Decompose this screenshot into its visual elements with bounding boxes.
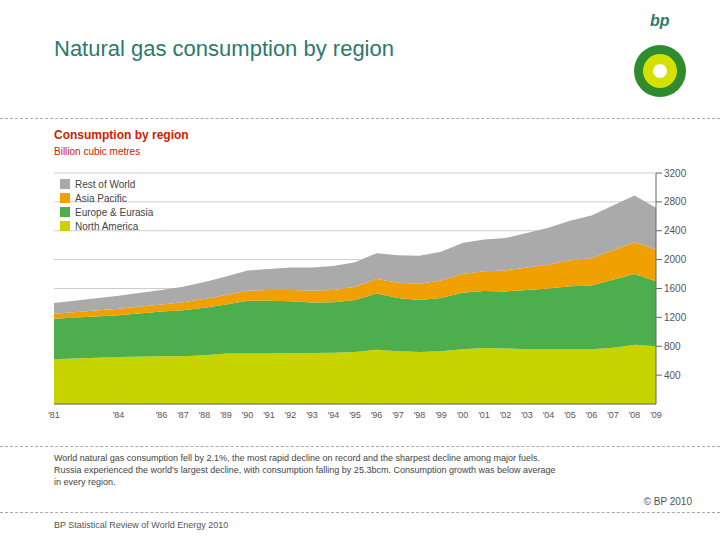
svg-text:3200: 3200 xyxy=(664,168,687,179)
html-text:Europe & Eurasia: Europe & Eurasia xyxy=(75,206,154,218)
svg-text:'91: '91 xyxy=(263,410,275,420)
html-text:BP Statistical Review of World: BP Statistical Review of World Energy 20… xyxy=(54,520,229,530)
html-text:© BP 2010: © BP 2010 xyxy=(643,496,692,507)
svg-text:'95: '95 xyxy=(349,410,361,420)
svg-text:'03: '03 xyxy=(521,410,533,420)
html-text:Natural gas consumption by reg: Natural gas consumption by region xyxy=(54,36,394,61)
svg-text:'92: '92 xyxy=(285,410,297,420)
svg-text:'81: '81 xyxy=(48,410,60,420)
svg-text:1200: 1200 xyxy=(664,312,687,323)
svg-text:'87: '87 xyxy=(177,410,189,420)
html-text:Consumption by region: Consumption by region xyxy=(54,128,189,142)
svg-text:'84: '84 xyxy=(113,410,125,420)
svg-text:'90: '90 xyxy=(242,410,254,420)
svg-text:'93: '93 xyxy=(306,410,318,420)
svg-text:'86: '86 xyxy=(156,410,168,420)
svg-text:'06: '06 xyxy=(586,410,598,420)
html-text:North America: North America xyxy=(75,220,139,232)
svg-text:'05: '05 xyxy=(564,410,576,420)
html-text:World natural gas consumption: World natural gas consumption fell by 2.… xyxy=(54,453,556,487)
svg-text:'02: '02 xyxy=(500,410,512,420)
svg-text:'89: '89 xyxy=(220,410,232,420)
svg-text:'00: '00 xyxy=(457,410,469,420)
svg-text:'07: '07 xyxy=(607,410,619,420)
html-text:Asia Pacific: Asia Pacific xyxy=(75,192,127,204)
svg-text:'96: '96 xyxy=(371,410,383,420)
svg-text:'08: '08 xyxy=(629,410,641,420)
svg-text:'97: '97 xyxy=(392,410,404,420)
svg-text:2800: 2800 xyxy=(664,196,687,207)
svg-text:'98: '98 xyxy=(414,410,426,420)
html-text:Rest of World: Rest of World xyxy=(75,178,136,190)
svg-text:'09: '09 xyxy=(650,410,662,420)
svg-text:'94: '94 xyxy=(328,410,340,420)
svg-text:1600: 1600 xyxy=(664,283,687,294)
svg-text:'04: '04 xyxy=(543,410,555,420)
svg-text:400: 400 xyxy=(664,370,681,381)
svg-text:800: 800 xyxy=(664,341,681,352)
html-text:bp: bp xyxy=(650,12,670,29)
svg-text:'01: '01 xyxy=(478,410,490,420)
svg-text:'99: '99 xyxy=(435,410,447,420)
svg-text:'88: '88 xyxy=(199,410,211,420)
svg-text:2000: 2000 xyxy=(664,254,687,265)
html-text:Billion cubic metres: Billion cubic metres xyxy=(54,146,141,157)
svg-text:2400: 2400 xyxy=(664,225,687,236)
